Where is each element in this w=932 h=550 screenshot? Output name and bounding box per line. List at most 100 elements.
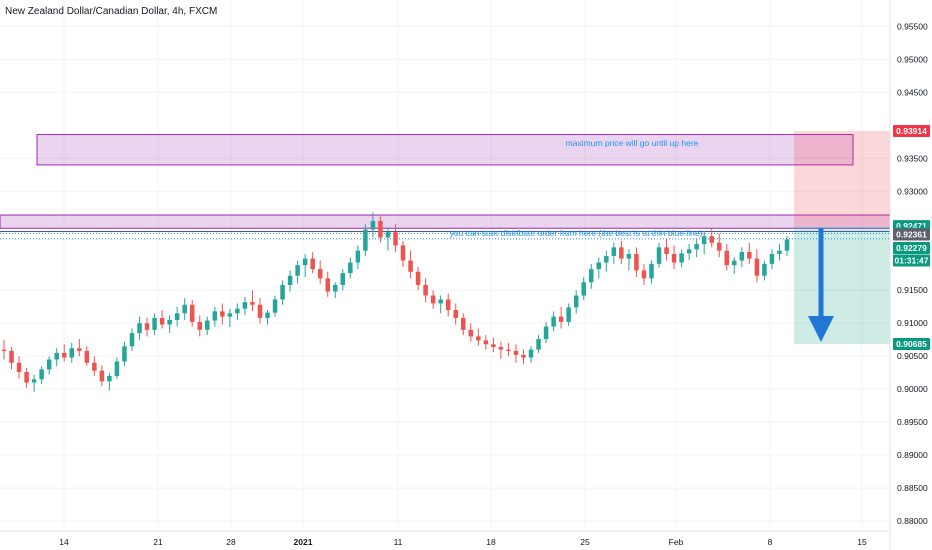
candle-body [430, 295, 436, 304]
candle-body [491, 344, 496, 347]
x-tick-label: 25 [580, 537, 590, 547]
candle [716, 233, 722, 258]
candle [754, 249, 760, 283]
x-tick-label: 21 [153, 537, 163, 547]
x-tick-label: 18 [486, 537, 496, 547]
candle-body [498, 346, 504, 350]
candle [686, 244, 692, 260]
candle [626, 249, 632, 271]
y-tick-label: 0.91500 [897, 285, 928, 295]
candle-body [242, 302, 248, 309]
candle-body [626, 253, 632, 259]
candle-body [445, 299, 451, 311]
price-tag: 01:31:47 [893, 254, 930, 267]
candle [551, 311, 556, 332]
candle-body [84, 350, 90, 363]
candle [385, 227, 391, 251]
candle-body [16, 362, 22, 373]
candle-body [46, 359, 52, 370]
candle [46, 356, 52, 375]
candle-body [754, 258, 760, 276]
candle-body [641, 270, 647, 279]
candle-body [423, 284, 428, 296]
candle [649, 260, 654, 284]
candle [182, 298, 187, 320]
candle-body [152, 317, 157, 330]
candle [257, 298, 263, 324]
candle [581, 277, 586, 301]
take-profit-area [794, 226, 890, 344]
candle [701, 230, 707, 254]
candle-body [611, 247, 617, 256]
candle [784, 236, 790, 256]
max-price-note: maximum price will go until up here [566, 138, 699, 148]
candle-body [701, 236, 707, 245]
candle-body [483, 340, 489, 345]
candle-body [235, 308, 240, 314]
candle [521, 349, 526, 365]
candle-body [476, 336, 481, 341]
candle [1, 339, 7, 360]
candle [408, 250, 413, 279]
candle [445, 293, 451, 317]
candle-body [167, 319, 172, 325]
candle-body [468, 329, 474, 337]
candle-body [265, 312, 270, 318]
candle-body [295, 265, 300, 276]
candle [122, 341, 127, 367]
candle-body [747, 251, 752, 259]
candle-body [61, 352, 67, 358]
price-tag-label: 01:31:47 [894, 256, 928, 266]
price-tag-label: 0.93914 [896, 126, 927, 136]
candle-body [212, 311, 218, 321]
candle [536, 335, 541, 353]
candle-body [69, 348, 75, 358]
price-axis[interactable]: 0.95500 0.95000 0.94500 0.93500 0.93000 0.915… [897, 21, 928, 526]
candle [476, 328, 481, 346]
candle [167, 315, 172, 334]
x-tick-label: 11 [394, 537, 403, 547]
x-tick-label: 2021 [294, 537, 313, 547]
candle [220, 303, 225, 325]
candle [619, 240, 624, 264]
candle [543, 321, 549, 344]
candle-body [99, 370, 105, 382]
price-tag: 0.93914 [893, 125, 930, 138]
price-tag-label: 0.92471 [896, 221, 927, 231]
candle-body [762, 263, 767, 276]
candle-body [257, 304, 263, 318]
candle [762, 260, 767, 281]
candle-body [408, 260, 413, 272]
candle [664, 238, 669, 261]
chart-axes [0, 0, 891, 550]
candle-body [596, 262, 602, 270]
candle [92, 356, 97, 376]
candle-body [114, 361, 120, 376]
candle [732, 257, 737, 274]
candle [588, 263, 594, 289]
candle-body [39, 369, 44, 380]
candle [235, 303, 240, 320]
distribution-zone [0, 214, 891, 229]
candle [596, 257, 602, 279]
candle [566, 303, 571, 326]
stop-loss-area [794, 131, 890, 227]
annotation-zones [0, 134, 891, 240]
candle [114, 357, 120, 380]
candle-body [558, 316, 564, 322]
candle-body [287, 275, 293, 285]
short-position-tool[interactable] [794, 131, 890, 344]
time-axis[interactable]: 14 21 28 2021 11 18 25 Feb 8 15 [59, 537, 867, 547]
candle-body [77, 348, 82, 351]
candle-body [732, 260, 737, 266]
candle-body [370, 220, 376, 230]
candle-body [400, 245, 406, 261]
candle [129, 328, 135, 351]
candle-body [355, 250, 361, 263]
candle [498, 341, 504, 359]
candle [694, 238, 699, 258]
candle-body [159, 317, 165, 325]
candle-body [250, 302, 255, 305]
candle [107, 372, 112, 391]
